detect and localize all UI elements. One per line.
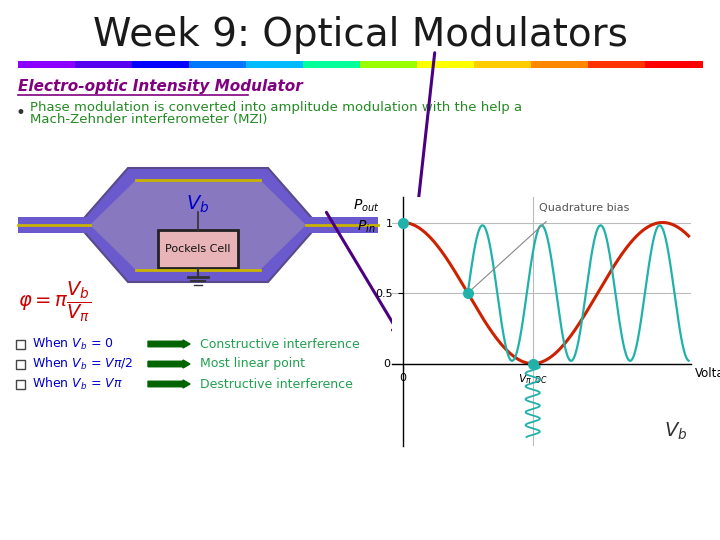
- FancyArrow shape: [148, 380, 190, 388]
- Text: Pockels Cell: Pockels Cell: [166, 244, 230, 254]
- Text: Constructive interference: Constructive interference: [200, 338, 360, 350]
- Text: Week 9: Optical Modulators: Week 9: Optical Modulators: [93, 16, 627, 54]
- Text: •: •: [15, 104, 25, 122]
- Bar: [531, 61, 588, 68]
- FancyArrow shape: [148, 360, 190, 368]
- Polygon shape: [78, 168, 318, 282]
- Text: Electro-optic Intensity Modulator: Electro-optic Intensity Modulator: [18, 79, 302, 94]
- Bar: [18, 217, 90, 233]
- Bar: [16, 380, 25, 389]
- Bar: [189, 61, 246, 68]
- Text: Destructive interference: Destructive interference: [200, 377, 353, 390]
- Bar: [303, 61, 361, 68]
- Polygon shape: [90, 180, 306, 270]
- Bar: [158, 230, 238, 268]
- Text: $P_{out}$: $P_{out}$: [353, 197, 379, 214]
- Text: Quadrature bias: Quadrature bias: [539, 204, 629, 213]
- Text: Phase modulation is converted into amplitude modulation with the help a: Phase modulation is converted into ampli…: [30, 102, 522, 114]
- Text: $\varphi = \pi\dfrac{V_b}{V_\pi}$: $\varphi = \pi\dfrac{V_b}{V_\pi}$: [18, 280, 91, 325]
- Text: $V_b$: $V_b$: [186, 193, 210, 214]
- Text: Mach-Zehnder interferometer (MZI): Mach-Zehnder interferometer (MZI): [30, 113, 268, 126]
- Bar: [588, 61, 646, 68]
- Text: When $V_b$ = $V\pi$/2: When $V_b$ = $V\pi$/2: [32, 356, 133, 372]
- Text: Voltage: Voltage: [695, 367, 720, 380]
- Bar: [75, 61, 132, 68]
- Text: When $V_b$ = 0: When $V_b$ = 0: [32, 336, 114, 352]
- Bar: [132, 61, 189, 68]
- Text: $P_{in}$: $P_{in}$: [357, 219, 376, 235]
- Bar: [474, 61, 531, 68]
- Text: When $V_b$ = $V\pi$: When $V_b$ = $V\pi$: [32, 376, 123, 392]
- Bar: [16, 340, 25, 349]
- Bar: [16, 360, 25, 369]
- Bar: [246, 61, 304, 68]
- Text: $V_b$: $V_b$: [664, 421, 688, 442]
- FancyArrow shape: [148, 340, 190, 348]
- Text: 0: 0: [383, 359, 390, 369]
- Text: Most linear point: Most linear point: [200, 357, 305, 370]
- Bar: [645, 61, 703, 68]
- Bar: [18, 61, 76, 68]
- Bar: [417, 61, 474, 68]
- Bar: [306, 217, 378, 233]
- Bar: [360, 61, 418, 68]
